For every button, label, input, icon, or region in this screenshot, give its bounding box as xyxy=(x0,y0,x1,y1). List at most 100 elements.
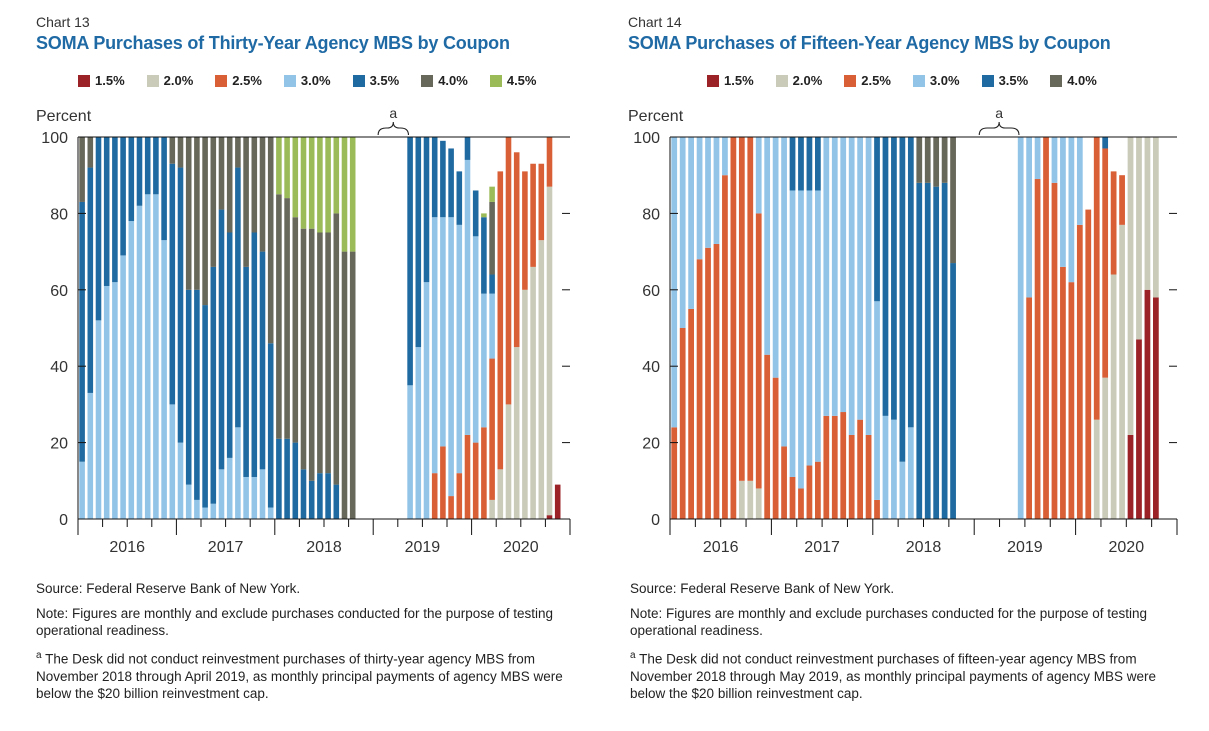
bar-segment-3-0pct xyxy=(120,255,126,520)
y-tick-label: 80 xyxy=(50,206,68,223)
bar-segment-3-0pct xyxy=(169,404,176,519)
bar-segment-3-0pct xyxy=(705,137,711,248)
chart-14-panel: Chart 14 SOMA Purchases of Fifteen-Year … xyxy=(592,0,1192,731)
bar-segment-3-5pct xyxy=(806,137,813,191)
x-tick-label: 2018 xyxy=(906,539,942,556)
bar-segment-2-5pct xyxy=(722,175,728,519)
bar-segment-3-5pct xyxy=(933,186,940,519)
bar-segment-2-5pct xyxy=(456,473,463,519)
bar-segment-4-0pct xyxy=(916,137,923,183)
legend-swatch xyxy=(844,74,857,87)
bar-segment-3-0pct xyxy=(194,499,200,519)
chart-13-plot: 0 20 40 60 80 100 2016 2017 2018 2019 2020 a xyxy=(41,105,571,556)
y-tick-label: 80 xyxy=(642,206,660,223)
bar-segment-3-0pct xyxy=(103,285,110,519)
bar-segment-4-0pct xyxy=(177,137,184,168)
legend-label: 4.0% xyxy=(1067,73,1097,88)
legend-label: 2.5% xyxy=(232,73,262,88)
x-tick-label: 2019 xyxy=(1007,539,1043,556)
bar-segment-3-5pct xyxy=(243,266,249,477)
bar-segment-3-0pct xyxy=(882,415,889,519)
legend-label: 4.0% xyxy=(438,73,468,88)
bar-segment-3-0pct xyxy=(840,137,847,413)
bar-segment-2-0pct xyxy=(1144,137,1151,290)
bar-segment-4-5pct xyxy=(481,213,487,218)
bar-segment-2-0pct xyxy=(530,266,536,519)
bar-segment-4-0pct xyxy=(941,137,948,183)
x-tick-label: 2017 xyxy=(208,539,244,556)
bar-segment-3-5pct xyxy=(112,137,118,283)
bar-segment-3-0pct xyxy=(679,137,686,328)
bar-segment-1-5pct xyxy=(546,515,553,519)
bar-segment-4-5pct xyxy=(333,137,340,214)
legend-swatch xyxy=(352,74,365,87)
bar-segment-3-5pct xyxy=(798,137,804,191)
bar-segment-4-0pct xyxy=(950,137,956,264)
footnote-text: The Desk did not conduct reinvestment pu… xyxy=(630,651,1157,701)
legend-item: 2.0% xyxy=(146,73,193,88)
legend-swatch xyxy=(981,74,994,87)
bar-segment-3-5pct xyxy=(185,289,192,485)
chart-number: Chart 14 xyxy=(628,14,682,30)
y-tick-label: 60 xyxy=(642,283,660,300)
bar-segment-3-5pct xyxy=(300,469,307,519)
bar-segment-1-5pct xyxy=(554,484,561,519)
footnote: a The Desk did not conduct reinvestment … xyxy=(630,647,1175,702)
bar-segment-3-0pct xyxy=(764,137,771,355)
gap-brace xyxy=(377,121,410,136)
bar-segment-2-5pct xyxy=(806,465,813,519)
bar-segment-3-5pct xyxy=(431,137,438,218)
bar-segment-3-0pct xyxy=(472,236,479,443)
bar-segment-4-0pct xyxy=(194,137,200,290)
bar-segment-4-0pct xyxy=(259,137,266,252)
y-tick-label: 100 xyxy=(41,130,68,147)
bar-segment-3-0pct xyxy=(202,507,208,519)
bar-segment-3-0pct xyxy=(185,484,192,519)
bar-segment-2-5pct xyxy=(679,328,686,519)
bar-segment-3-5pct xyxy=(308,480,315,519)
y-tick-label: 40 xyxy=(50,359,68,376)
bar-segment-4-5pct xyxy=(292,137,299,218)
bar-segment-3-0pct xyxy=(218,469,225,519)
bar-segment-3-5pct xyxy=(210,266,217,504)
y-axis-label: Percent xyxy=(36,108,92,125)
bar-segment-3-5pct xyxy=(251,232,258,477)
legend-label: 3.5% xyxy=(369,73,400,88)
legend-label: 3.5% xyxy=(998,73,1029,88)
bar-segment-3-0pct xyxy=(755,137,762,214)
gap-annotation: a xyxy=(995,105,1003,121)
bar-segment-4-0pct xyxy=(284,198,290,439)
bar-segment-3-0pct xyxy=(431,217,438,474)
bar-segment-4-5pct xyxy=(489,186,495,202)
legend-item: 1.5% xyxy=(78,73,125,88)
bar-segment-2-5pct xyxy=(848,434,855,519)
bar-segment-4-0pct xyxy=(300,228,307,470)
chart-title: SOMA Purchases of Thirty-Year Agency MBS… xyxy=(36,33,510,53)
x-tick-label: 2019 xyxy=(405,539,441,556)
bar-segment-3-0pct xyxy=(440,217,446,447)
gap-brace xyxy=(978,121,1020,136)
bar-segment-4-5pct xyxy=(276,137,282,195)
bar-segment-2-5pct xyxy=(789,476,796,519)
bar-segment-3-0pct xyxy=(251,476,258,519)
legend-swatch xyxy=(912,74,925,87)
legend-label: 1.5% xyxy=(95,73,125,88)
legend-swatch xyxy=(78,74,90,87)
legend-item: 4.0% xyxy=(421,73,468,88)
bar-segment-2-5pct xyxy=(546,137,553,187)
bar-segment-4-0pct xyxy=(325,232,331,474)
bar-segment-2-5pct xyxy=(472,442,479,519)
bar-segment-3-5pct xyxy=(407,137,413,386)
bar-segment-2-5pct xyxy=(874,499,880,519)
bar-segment-2-5pct xyxy=(538,163,545,241)
bar-segment-3-5pct xyxy=(103,137,110,286)
chart-13-panel: Chart 13 SOMA Purchases of Thirty-Year A… xyxy=(0,0,600,731)
bar-segment-3-0pct xyxy=(448,217,454,497)
bar-segment-2-5pct xyxy=(1043,137,1049,519)
bar-segment-2-5pct xyxy=(831,415,838,519)
bar-segment-1-5pct xyxy=(1136,339,1142,519)
bar-segment-1-5pct xyxy=(1153,297,1159,519)
bar-segment-3-0pct xyxy=(1051,137,1058,183)
bar-segment-3-0pct xyxy=(722,137,728,176)
bar-segment-3-0pct xyxy=(177,442,184,519)
